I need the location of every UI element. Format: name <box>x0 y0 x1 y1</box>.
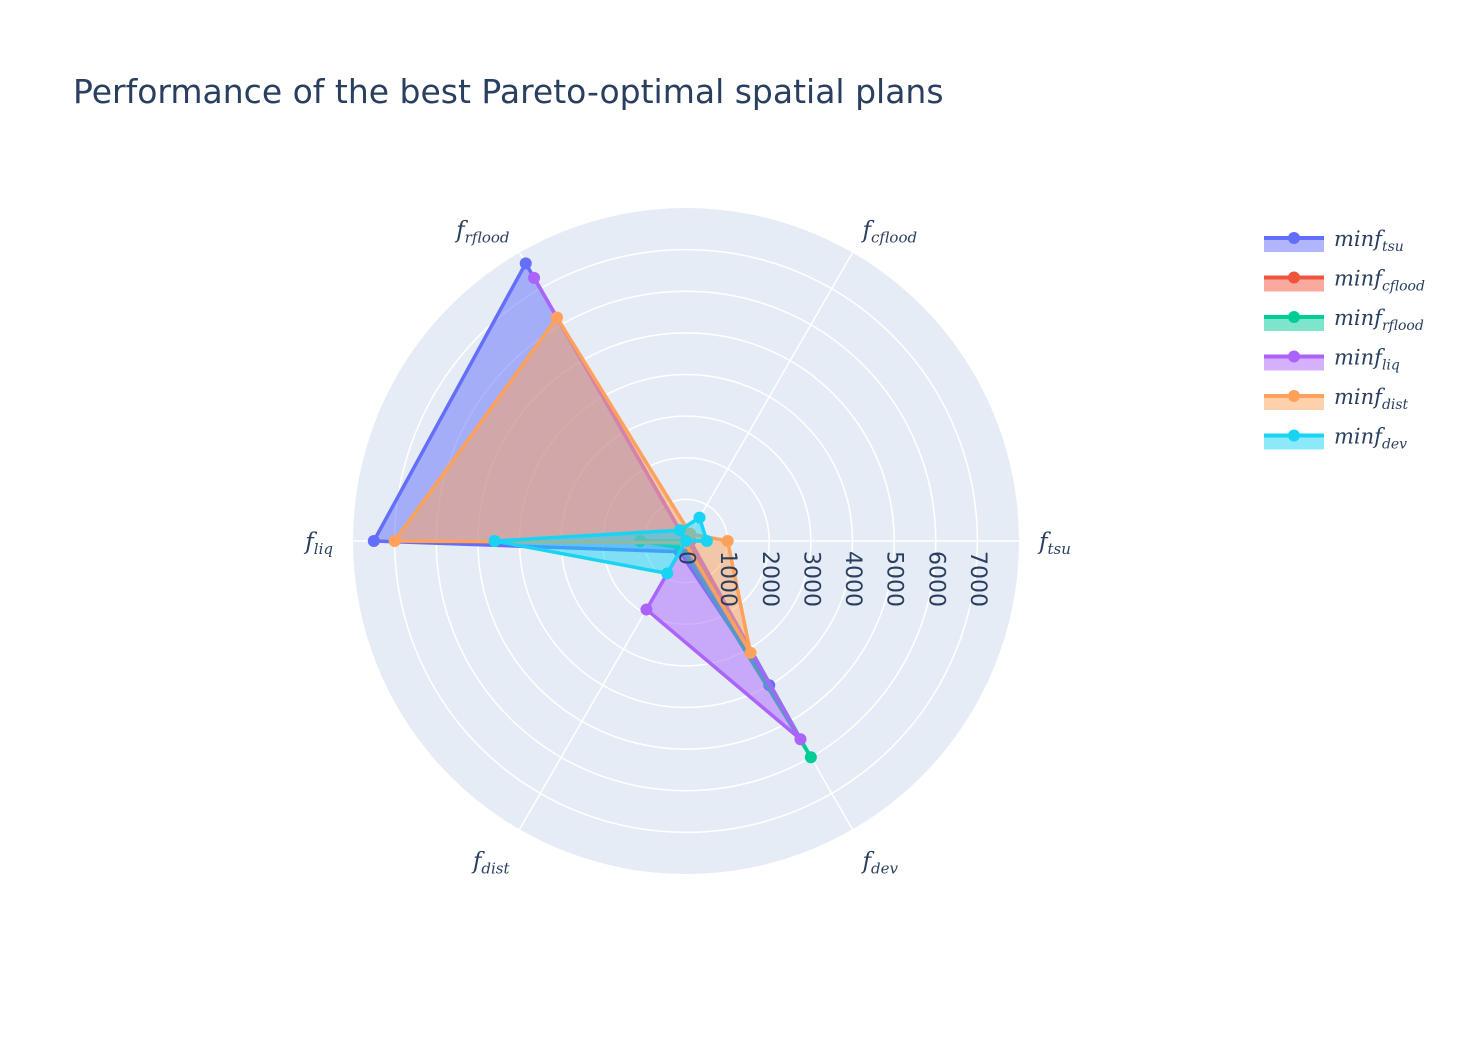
series-point <box>367 535 380 547</box>
series-point <box>388 535 401 547</box>
series-point <box>794 733 807 746</box>
legend-label: minfrflood <box>1334 306 1424 334</box>
series-point <box>680 535 692 547</box>
legend-swatch <box>1264 435 1324 450</box>
axis-label-dist: fdist <box>471 849 511 878</box>
series-point <box>528 271 541 284</box>
legend-marker <box>1288 271 1300 284</box>
legend-marker <box>1288 232 1300 244</box>
legend-label: minfdev <box>1334 425 1407 453</box>
legend-marker <box>1288 390 1300 402</box>
radial-tick-label: 4000 <box>840 551 865 607</box>
legend-swatch <box>1264 396 1324 410</box>
axis-spoke <box>685 252 854 542</box>
series-point <box>550 311 563 324</box>
legend-label: minfdist <box>1334 385 1409 413</box>
series-point <box>744 646 757 659</box>
chart-title: Performance of the best Pareto-optimal s… <box>73 72 944 111</box>
angular-axis-labels: ftsu fcflood frflood fliq fdist fdev <box>303 217 1071 877</box>
radial-tick-label: 3000 <box>798 551 823 607</box>
radial-tick-label: 0 <box>674 551 699 565</box>
series-layer <box>367 257 817 764</box>
legend-label: minfcflood <box>1334 267 1425 295</box>
legend-swatch <box>1264 317 1324 331</box>
legend-item-cflood[interactable]: minfcflood <box>1264 267 1425 295</box>
series-point <box>488 535 501 547</box>
legend-marker <box>1288 350 1300 363</box>
legend-item-rflood[interactable]: minfrflood <box>1264 306 1424 334</box>
radial-tick-label: 7000 <box>965 551 990 607</box>
radial-tick-label: 2000 <box>757 551 782 607</box>
series-point <box>804 751 817 764</box>
series-point <box>693 511 706 524</box>
legend-label: minftsu <box>1334 227 1404 255</box>
series-dev <box>488 511 713 580</box>
series-point <box>721 535 734 547</box>
radial-tick-label: 6000 <box>923 551 948 607</box>
axis-label-rflood: frflood <box>454 217 509 246</box>
legend-marker <box>1288 311 1300 323</box>
radial-tick-label: 1000 <box>715 551 740 607</box>
axis-label-liq: fliq <box>303 529 333 558</box>
legend-item-tsu[interactable]: minftsu <box>1264 227 1404 255</box>
axis-label-tsu: ftsu <box>1037 529 1071 558</box>
axis-label-cflood: fcflood <box>861 217 918 246</box>
radial-tick-labels: 0 1000 2000 3000 4000 5000 6000 7000 <box>674 551 990 607</box>
legend-swatch <box>1264 238 1324 252</box>
legend-item-dist[interactable]: minfdist <box>1264 385 1409 413</box>
series-point <box>700 535 713 547</box>
series-point <box>519 257 532 270</box>
legend: minftsu minfcflood minfrflood minfliq minfdi… <box>1264 227 1425 453</box>
legend-item-liq[interactable]: minfliq <box>1264 346 1400 374</box>
axis-label-dev: fdev <box>861 849 899 878</box>
series-point <box>673 524 686 537</box>
legend-label: minfliq <box>1334 346 1400 374</box>
series-point <box>661 567 674 580</box>
legend-swatch <box>1264 356 1324 371</box>
legend-marker <box>1288 429 1300 442</box>
legend-item-dev[interactable]: minfdev <box>1264 425 1407 453</box>
legend-swatch <box>1264 277 1324 292</box>
radial-tick-label: 5000 <box>882 551 907 607</box>
series-point <box>640 603 653 616</box>
